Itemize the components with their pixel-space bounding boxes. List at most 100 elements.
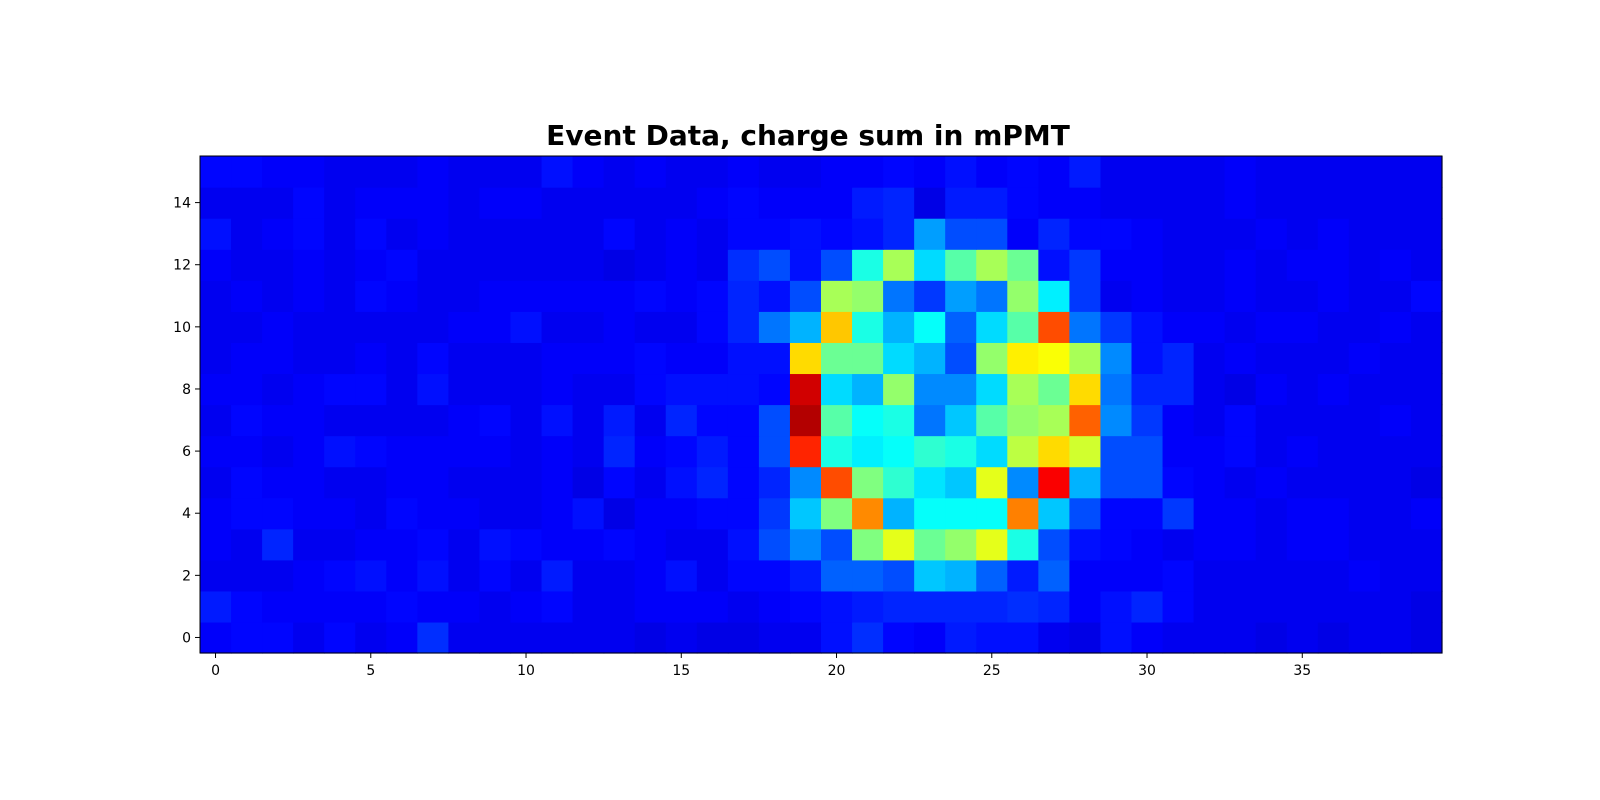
heatmap-cell-r6-c32 [1193, 435, 1226, 468]
heatmap-cell-r11-c2 [262, 280, 294, 312]
heatmap-cell-r5-c38 [1379, 466, 1412, 499]
heatmap-cell-r12-c4 [324, 249, 356, 281]
heatmap-cell-r14-c33 [1224, 187, 1257, 219]
heatmap-cell-r9-c11 [541, 342, 574, 375]
heatmap-cell-r7-c20 [821, 404, 853, 437]
heatmap-cell-r15-c13 [603, 156, 636, 188]
heatmap-cell-r15-c32 [1193, 156, 1226, 188]
heatmap-cell-r9-c2 [262, 342, 294, 375]
heatmap-cell-r10-c7 [417, 311, 449, 343]
heatmap-cell-r14-c0 [200, 187, 232, 219]
heatmap-cell-r2-c27 [1038, 559, 1070, 592]
heatmap-cell-r15-c2 [262, 156, 294, 188]
heatmap-cell-r14-c29 [1100, 187, 1133, 219]
heatmap-cell-r7-c5 [355, 404, 387, 437]
heatmap-cell-r14-c9 [479, 187, 512, 219]
heatmap-cell-r6-c16 [696, 435, 729, 468]
x-tick-label: 20 [828, 663, 846, 679]
heatmap-cell-r12-c10 [510, 249, 543, 281]
heatmap-cell-r3-c30 [1131, 528, 1164, 561]
heatmap-cell-r13-c21 [852, 218, 884, 250]
heatmap-cell-r2-c5 [355, 559, 387, 592]
heatmap-cell-r6-c39 [1410, 435, 1443, 468]
heatmap-cell-r11-c25 [976, 280, 1008, 312]
heatmap-cell-r10-c13 [603, 311, 636, 343]
heatmap-cell-r4-c34 [1255, 497, 1288, 530]
heatmap-cell-r7-c11 [541, 404, 574, 437]
heatmap-cell-r0-c34 [1255, 621, 1288, 654]
y-tick-label: 14 [173, 196, 191, 212]
heatmap-cell-r11-c34 [1255, 280, 1288, 312]
heatmap-cell-r8-c22 [883, 373, 915, 406]
heatmap-cell-r1-c37 [1348, 590, 1381, 623]
heatmap-cell-r2-c4 [324, 559, 356, 592]
heatmap-cell-r14-c3 [293, 187, 325, 219]
heatmap-cell-r14-c37 [1348, 187, 1381, 219]
heatmap-cell-r1-c1 [231, 590, 263, 623]
heatmap-cell-r0-c28 [1069, 621, 1102, 654]
heatmap-cell-r5-c20 [821, 466, 853, 499]
heatmap-cell-r6-c27 [1038, 435, 1070, 468]
heatmap-cell-r3-c31 [1162, 528, 1195, 561]
heatmap-cell-r13-c29 [1100, 218, 1133, 250]
heatmap-cell-r2-c0 [200, 559, 232, 592]
heatmap-cell-r2-c8 [448, 559, 481, 592]
heatmap-cell-r2-c16 [696, 559, 729, 592]
heatmap-cell-r9-c9 [479, 342, 512, 375]
heatmap-cell-r4-c20 [821, 497, 853, 530]
heatmap-cell-r3-c10 [510, 528, 543, 561]
heatmap-cell-r2-c11 [541, 559, 574, 592]
heatmap-cell-r15-c12 [572, 156, 605, 188]
heatmap-cell-r13-c19 [789, 218, 822, 250]
heatmap-cell-r4-c21 [852, 497, 884, 530]
heatmap-cell-r5-c15 [665, 466, 698, 499]
heatmap-cell-r7-c31 [1162, 404, 1195, 437]
heatmap-cell-r6-c19 [789, 435, 822, 468]
heatmap-cell-r4-c39 [1410, 497, 1443, 530]
heatmap-cell-r6-c2 [262, 435, 294, 468]
heatmap-cell-r9-c17 [727, 342, 760, 375]
heatmap-cell-r2-c25 [976, 559, 1008, 592]
heatmap-cell-r13-c1 [231, 218, 263, 250]
heatmap-cell-r15-c26 [1007, 156, 1039, 188]
heatmap-cell-r9-c18 [758, 342, 791, 375]
heatmap-cell-r9-c30 [1131, 342, 1164, 375]
heatmap-cell-r13-c10 [510, 218, 543, 250]
heatmap-cell-r12-c38 [1379, 249, 1412, 281]
heatmap-cell-r1-c3 [293, 590, 325, 623]
heatmap-cell-r6-c1 [231, 435, 263, 468]
heatmap-cell-r15-c6 [386, 156, 418, 188]
heatmap-cell-r4-c27 [1038, 497, 1070, 530]
heatmap-cell-r9-c23 [914, 342, 946, 375]
heatmap-cell-r13-c38 [1379, 218, 1412, 250]
heatmap-cell-r1-c23 [914, 590, 946, 623]
heatmap-cell-r13-c12 [572, 218, 605, 250]
heatmap-cell-r12-c35 [1286, 249, 1319, 281]
heatmap-cell-r1-c28 [1069, 590, 1102, 623]
heatmap-cell-r11-c12 [572, 280, 605, 312]
heatmap-cell-r6-c20 [821, 435, 853, 468]
heatmap-cell-r7-c14 [634, 404, 667, 437]
heatmap-cell-r1-c9 [479, 590, 512, 623]
heatmap-cell-r12-c2 [262, 249, 294, 281]
heatmap-cell-r15-c28 [1069, 156, 1102, 188]
heatmap-cell-r2-c30 [1131, 559, 1164, 592]
heatmap-cell-r3-c8 [448, 528, 481, 561]
heatmap-cell-r8-c10 [510, 373, 543, 406]
heatmap-cell-r8-c3 [293, 373, 325, 406]
heatmap-cell-r6-c34 [1255, 435, 1288, 468]
heatmap-cell-r13-c24 [945, 218, 977, 250]
heatmap-cell-r3-c9 [479, 528, 512, 561]
heatmap-cell-r14-c28 [1069, 187, 1102, 219]
heatmap-cell-r7-c36 [1317, 404, 1350, 437]
heatmap-cell-r6-c35 [1286, 435, 1319, 468]
heatmap-cell-r0-c37 [1348, 621, 1381, 654]
heatmap-cell-r3-c27 [1038, 528, 1070, 561]
heatmap-cell-r4-c29 [1100, 497, 1133, 530]
heatmap-cell-r7-c26 [1007, 404, 1039, 437]
heatmap-cell-r6-c7 [417, 435, 449, 468]
heatmap-cell-r8-c4 [324, 373, 356, 406]
heatmap-cell-r11-c7 [417, 280, 449, 312]
heatmap-cell-r2-c33 [1224, 559, 1257, 592]
heatmap-cell-r0-c15 [665, 621, 698, 654]
